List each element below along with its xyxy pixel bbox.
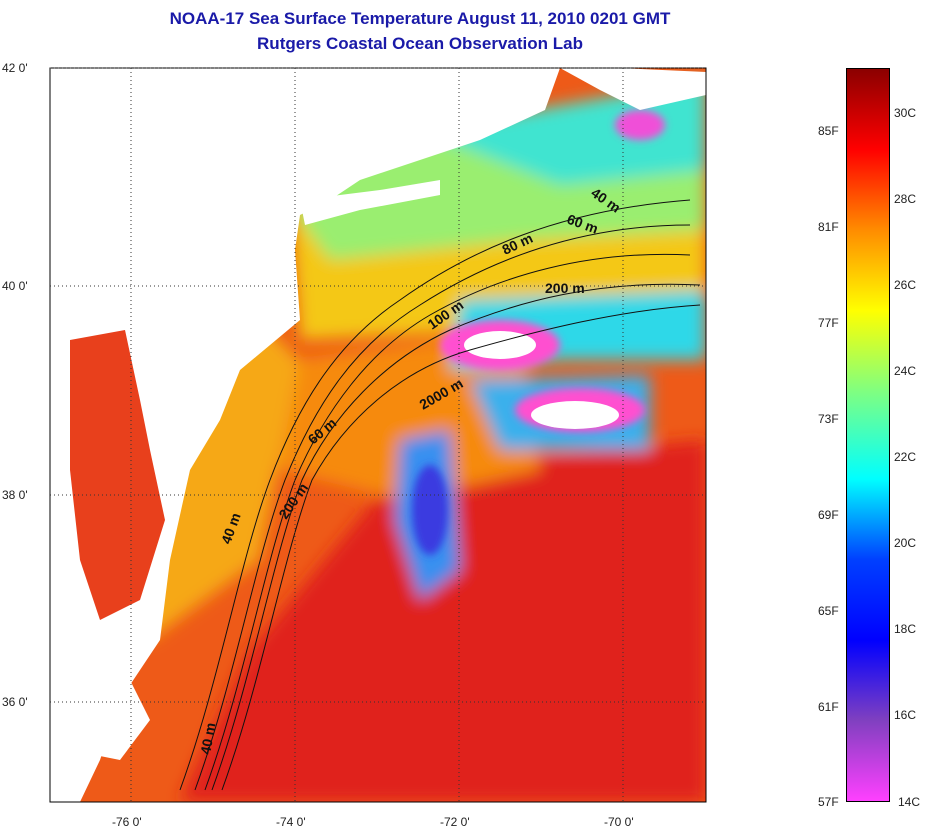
colorbar-f-label: 85F (818, 124, 839, 138)
chesapeake-bay (70, 330, 165, 620)
colorbar-c-label: 30C (894, 106, 917, 120)
lon-label: -72 0' (440, 815, 470, 829)
colorbar-c-label: 18C (894, 622, 917, 636)
colorbar-f-label: 57F (818, 795, 839, 809)
contour-60m (194, 224, 691, 791)
sst-imagery (50, 68, 706, 802)
bathymetry-contours (179, 199, 701, 791)
lat-label: 36 0' (2, 695, 28, 709)
pamlico-land (60, 680, 150, 760)
delaware-bay (165, 330, 215, 410)
map-subtitle: Rutgers Coastal Ocean Observation Lab (257, 34, 583, 53)
lon-label: -76 0' (112, 815, 142, 829)
contour-2000m (221, 304, 701, 791)
contour-label: 200 m (545, 280, 585, 296)
colorbar-c-label: 22C (894, 450, 917, 464)
lon-label: -74 0' (276, 815, 306, 829)
temperature-colorbar (846, 68, 890, 802)
contour-200m (211, 283, 701, 791)
warm-core (180, 440, 706, 802)
colorbar-c-label: 28C (894, 192, 917, 206)
colorbar-f-label: 69F (818, 508, 839, 522)
map-title: NOAA-17 Sea Surface Temperature August 1… (169, 9, 671, 28)
colorbar-c-label: 26C (894, 278, 917, 292)
colorbar-f-label: 65F (818, 604, 839, 618)
colorbar-c-label: 24C (894, 364, 917, 378)
longitude-labels: -76 0' -74 0' -72 0' -70 0' (112, 815, 634, 829)
cloud-mask-2 (531, 401, 619, 429)
graticule (50, 67, 706, 802)
land-mainland (50, 68, 560, 802)
lat-label: 40 0' (2, 279, 28, 293)
long-island (300, 180, 440, 225)
colorbar-f-label: 61F (818, 700, 839, 714)
lon-label: -70 0' (604, 815, 634, 829)
cloud-mask-1 (464, 331, 536, 359)
cold-patch-3 (412, 465, 448, 555)
colorbar-f-label: 73F (818, 412, 839, 426)
colorbar-f-label: 77F (818, 316, 839, 330)
lat-label: 42 0' (2, 61, 28, 75)
contour-40m (179, 199, 691, 791)
contour-80m (204, 253, 691, 791)
latitude-labels: 42 0' 40 0' 38 0' 36 0' (2, 61, 28, 709)
colorbar-c-label: 14C (898, 795, 921, 809)
colorbar-c-label: 20C (894, 536, 917, 550)
colorbar-f-label: 81F (818, 220, 839, 234)
land-northeast (560, 68, 706, 110)
colorbar-c-label: 16C (894, 708, 917, 722)
contour-label: 40 m (197, 721, 218, 755)
cold-patch-4 (615, 110, 665, 140)
lat-label: 38 0' (2, 488, 28, 502)
